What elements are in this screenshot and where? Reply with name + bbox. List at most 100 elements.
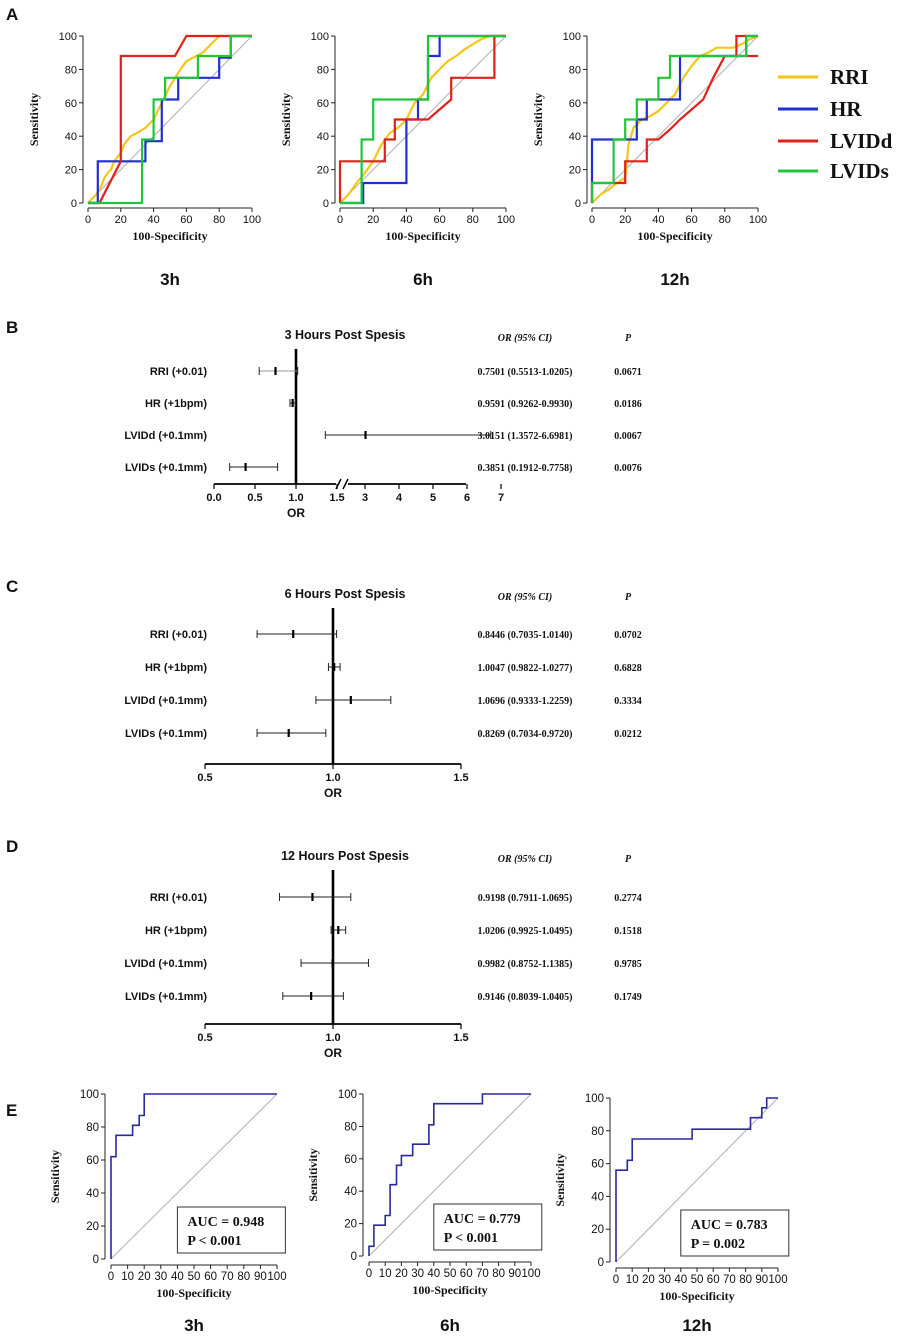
p-header: P xyxy=(625,592,632,603)
or-ci-value: 0.8446 (0.7035-1.0140) xyxy=(478,630,573,641)
forest-tick-label: 3 xyxy=(362,492,368,504)
y-tick-label: 80 xyxy=(344,1121,357,1133)
x-tick-label: 20 xyxy=(138,1271,151,1283)
auc-value: AUC = 0.948 xyxy=(187,1215,264,1230)
y-tick-label: 80 xyxy=(317,64,329,76)
x-tick-label: 30 xyxy=(411,1268,424,1280)
x-tick-label: 0 xyxy=(589,214,595,226)
or-ci-value: 0.3851 (0.1912-0.7758) xyxy=(478,463,573,474)
forest-title: 6 Hours Post Spesis xyxy=(285,587,406,601)
or-ci-value: 3.0151 (1.3572-6.6981) xyxy=(478,431,573,442)
p-value: 0.0076 xyxy=(614,463,642,474)
y-tick-label: 40 xyxy=(86,1188,99,1200)
p-value: 0.0671 xyxy=(614,367,642,378)
x-tick-label: 100 xyxy=(768,1274,787,1286)
y-tick-label: 20 xyxy=(317,165,329,177)
x-tick-label: 100 xyxy=(749,214,767,226)
x-tick-label: 80 xyxy=(237,1271,250,1283)
y-tick-label: 80 xyxy=(591,1126,604,1138)
panel-letter-e: E xyxy=(6,1101,17,1120)
y-tick-label: 20 xyxy=(569,165,581,177)
x-tick-label: 70 xyxy=(723,1274,736,1286)
p-value: 0.6828 xyxy=(614,663,642,674)
forest-tick-label: 0.5 xyxy=(197,1032,212,1044)
x-tick-label: 60 xyxy=(707,1274,720,1286)
p-value: 0.1518 xyxy=(614,926,642,937)
forest-tick-label: 1.0 xyxy=(325,772,340,784)
y-tick-label: 20 xyxy=(65,165,77,177)
forest-tick-label: 5 xyxy=(430,492,436,504)
x-tick-label: 0 xyxy=(108,1271,114,1283)
y-tick-label: 60 xyxy=(86,1155,99,1167)
p-value: P = 0.002 xyxy=(691,1237,745,1252)
x-tick-label: 60 xyxy=(685,214,697,226)
reference-diagonal xyxy=(368,1093,532,1257)
x-tick-label: 90 xyxy=(755,1274,768,1286)
x-tick-label: 60 xyxy=(460,1268,473,1280)
x-tick-label: 20 xyxy=(619,214,631,226)
or-ci-value: 0.9591 (0.9262-0.9930) xyxy=(478,399,573,410)
roc-curve-hr xyxy=(340,34,506,205)
roc-curve-rri xyxy=(87,34,252,204)
forest-tick-label: 1.0 xyxy=(325,1032,340,1044)
or-ci-value: 1.0206 (0.9925-1.0495) xyxy=(478,926,573,937)
forest-tick-label: 4 xyxy=(396,492,403,504)
panel-letter-d: D xyxy=(6,837,18,856)
x-tick-label: 40 xyxy=(652,214,664,226)
panel-letter-c: C xyxy=(6,577,18,596)
auc-box xyxy=(680,1209,790,1257)
forest-tick-label: 0.5 xyxy=(197,772,212,784)
x-axis-title: 100-Specificity xyxy=(156,1286,231,1300)
y-tick-label: 80 xyxy=(569,64,581,76)
x-tick-label: 30 xyxy=(658,1274,671,1286)
y-tick-label: 40 xyxy=(591,1191,604,1203)
x-tick-label: 80 xyxy=(719,214,731,226)
roc-curve-rri xyxy=(339,34,506,204)
y-tick-label: 80 xyxy=(65,64,77,76)
y-tick-label: 40 xyxy=(65,131,77,143)
y-tick-label: 60 xyxy=(344,1154,357,1166)
or-ci-value: 0.9198 (0.7911-1.0695) xyxy=(478,893,572,904)
forest-row-label: LVIDd (+0.1mm) xyxy=(124,695,207,707)
auc-box xyxy=(433,1203,543,1251)
p-value: 0.0067 xyxy=(614,431,642,442)
x-axis-title: 100-Specificity xyxy=(385,229,460,243)
p-value: 0.3334 xyxy=(614,696,642,707)
roc-curve-lvidd xyxy=(338,34,506,203)
y-axis-title: Sensitivity xyxy=(553,1153,567,1206)
roc-plot-e-3h: 0 10 20 30 40 50 60 70 80 90 100020406080100100-Sp… xyxy=(48,1089,287,1335)
y-tick-label: 100 xyxy=(59,31,77,43)
roc-curve-hr xyxy=(88,34,252,205)
forest-tick-label: 7 xyxy=(498,492,504,504)
time-label: 3h xyxy=(184,1316,204,1335)
x-tick-label: 20 xyxy=(115,214,127,226)
reference-diagonal xyxy=(110,1093,278,1260)
time-label: 12h xyxy=(682,1316,711,1335)
y-tick-label: 60 xyxy=(569,98,581,110)
y-tick-label: 0 xyxy=(323,198,329,210)
x-tick-label: 10 xyxy=(379,1268,392,1280)
time-label: 6h xyxy=(413,270,433,289)
forest-row-label: LVIDs (+0.1mm) xyxy=(125,462,207,474)
p-value: 0.0702 xyxy=(614,630,642,641)
forest-row-label: LVIDd (+0.1mm) xyxy=(124,430,207,442)
forest-row-label: RRI (+0.01) xyxy=(150,366,207,378)
forest-x-title: OR xyxy=(324,1046,342,1060)
y-tick-label: 0 xyxy=(575,198,581,210)
roc-curve-roc xyxy=(368,1093,531,1256)
x-tick-label: 50 xyxy=(691,1274,704,1286)
p-header: P xyxy=(625,854,632,865)
forest-row-label: LVIDs (+0.1mm) xyxy=(125,991,207,1003)
roc-curve-lvidd xyxy=(590,34,758,203)
or-ci-value: 0.9146 (0.8039-1.0405) xyxy=(478,992,573,1003)
x-tick-label: 100 xyxy=(267,1271,286,1283)
y-tick-label: 60 xyxy=(65,98,77,110)
y-tick-label: 20 xyxy=(344,1219,357,1231)
y-tick-label: 0 xyxy=(351,1251,357,1263)
forest-title: 12 Hours Post Spesis xyxy=(281,849,409,863)
auc-value: AUC = 0.779 xyxy=(444,1212,521,1227)
auc-box xyxy=(176,1206,286,1254)
forest-title: 3 Hours Post Spesis xyxy=(285,328,406,342)
x-axis-title: 100-Specificity xyxy=(412,1283,487,1297)
forest-tick-label: 1.5 xyxy=(453,1032,468,1044)
